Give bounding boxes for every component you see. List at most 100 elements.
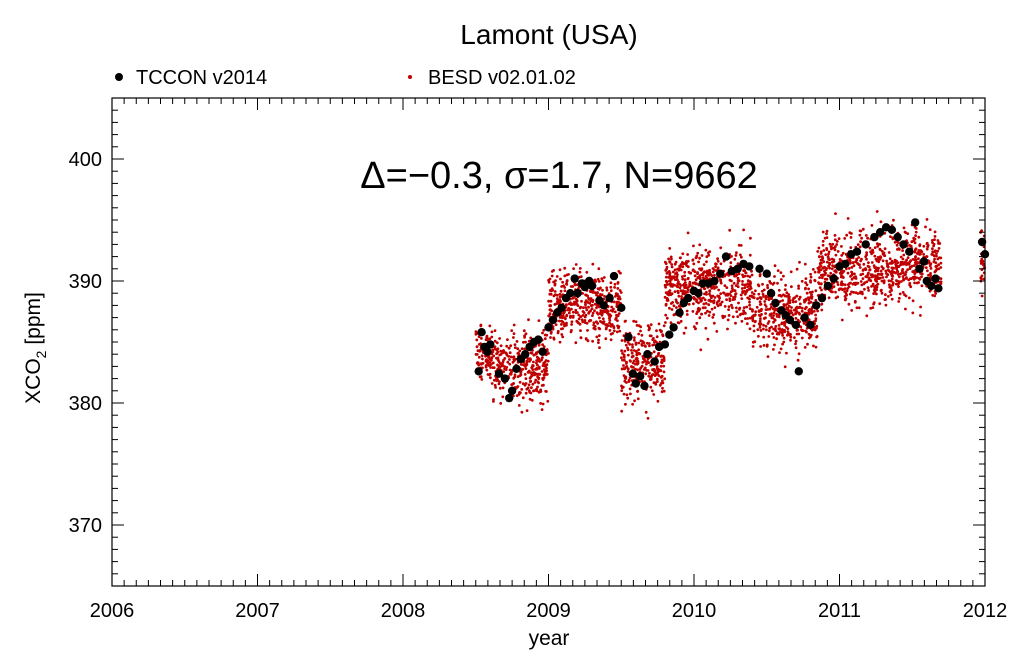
besd-point (859, 290, 862, 294)
besd-point (716, 267, 720, 270)
besd-point (767, 335, 771, 338)
besd-point (688, 284, 692, 288)
besd-point (513, 343, 517, 346)
besd-point (529, 351, 533, 355)
besd-point (555, 275, 559, 278)
besd-point (885, 275, 888, 279)
besd-point (751, 308, 754, 312)
besd-point (577, 317, 581, 321)
besd-point (833, 238, 837, 242)
besd-point (708, 268, 711, 272)
besd-point (628, 343, 632, 346)
besd-point (919, 314, 922, 317)
besd-point (779, 278, 783, 281)
besd-point (891, 237, 895, 241)
besd-point (742, 228, 745, 232)
besd-point (662, 356, 666, 360)
besd-point (512, 382, 515, 385)
besd-point (687, 302, 691, 306)
besd-point (726, 327, 729, 331)
besd-point (878, 257, 882, 261)
besd-point (559, 300, 562, 303)
besd-point (617, 295, 621, 299)
besd-point (913, 281, 916, 285)
besd-point (879, 269, 883, 273)
besd-point (701, 306, 705, 310)
besd-point (876, 256, 880, 259)
besd-point (772, 281, 776, 285)
besd-point (781, 329, 785, 333)
tccon-point (716, 269, 725, 278)
besd-point (634, 320, 638, 324)
besd-point (670, 308, 674, 311)
besd-point (506, 338, 509, 341)
besd-point (805, 330, 808, 334)
besd-point (912, 264, 916, 267)
besd-point (647, 328, 651, 332)
besd-point (488, 361, 492, 364)
besd-point (525, 409, 529, 412)
tccon-point (794, 367, 803, 376)
besd-point (809, 335, 812, 339)
besd-point (873, 269, 877, 273)
besd-point (885, 259, 888, 263)
besd-point (783, 303, 787, 307)
besd-point (866, 286, 870, 290)
besd-point (767, 298, 771, 302)
besd-point (523, 383, 527, 387)
besd-point (773, 275, 776, 278)
besd-point (662, 324, 666, 328)
besd-point (601, 322, 605, 325)
besd-point (939, 266, 943, 269)
besd-point (626, 341, 630, 344)
besd-point (723, 305, 727, 308)
besd-point (748, 282, 752, 286)
besd-point (641, 340, 644, 343)
besd-point (575, 319, 579, 323)
besd-point (570, 323, 573, 326)
besd-point (843, 295, 847, 298)
besd-point (578, 270, 582, 274)
besd-point (549, 331, 553, 335)
besd-point (812, 344, 815, 348)
besd-point (805, 291, 809, 295)
besd-point (848, 282, 851, 285)
besd-point (501, 395, 505, 399)
besd-point (652, 343, 656, 346)
besd-point (616, 281, 620, 285)
besd-point (631, 361, 635, 365)
besd-point (562, 284, 565, 288)
besd-point (598, 346, 601, 349)
besd-point (605, 326, 608, 329)
besd-point (775, 337, 778, 341)
besd-point (728, 297, 732, 301)
besd-point (526, 357, 530, 360)
besd-point (572, 267, 575, 270)
besd-point (927, 273, 930, 277)
besd-point (521, 396, 525, 400)
besd-point (485, 335, 489, 339)
besd-point (889, 286, 893, 290)
tccon-point (538, 347, 547, 356)
besd-point (565, 280, 569, 283)
besd-point (782, 340, 786, 344)
besd-point (905, 263, 908, 267)
besd-point (900, 262, 903, 266)
besd-point (830, 257, 834, 261)
besd-point (922, 252, 925, 256)
besd-point (512, 336, 515, 339)
besd-point (914, 234, 917, 238)
besd-point (540, 358, 543, 362)
besd-point (676, 278, 679, 282)
besd-point (528, 397, 532, 401)
besd-point (890, 289, 893, 292)
besd-point (552, 336, 556, 340)
besd-point (528, 359, 531, 363)
besd-point (535, 359, 538, 362)
besd-point (563, 274, 567, 278)
besd-point (548, 277, 552, 281)
besd-point (587, 305, 590, 309)
besd-point (664, 269, 668, 272)
besd-point (752, 329, 756, 333)
